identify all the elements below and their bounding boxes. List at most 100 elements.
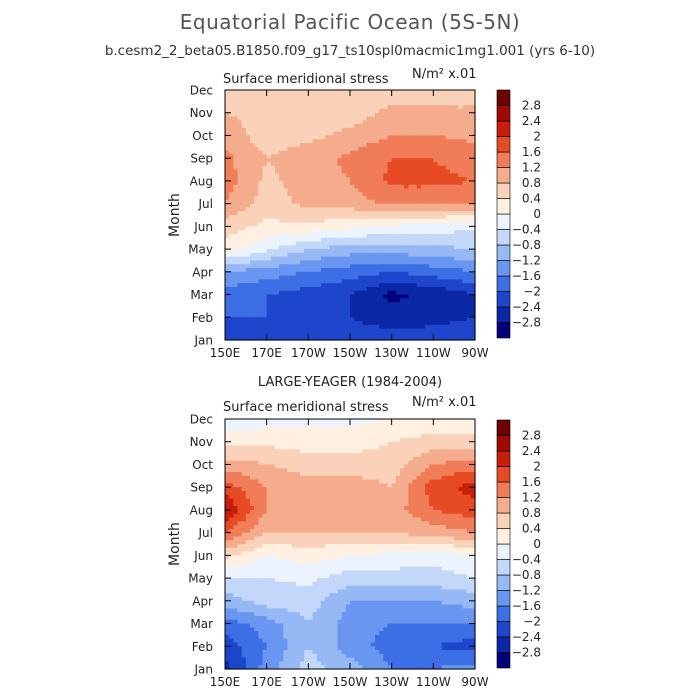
heatmap-cell: [433, 180, 439, 186]
heatmap-cell: [337, 139, 343, 144]
heatmap-cell: [337, 313, 343, 318]
heatmap-cell: [316, 211, 322, 216]
heatmap-cell: [337, 241, 343, 246]
heatmap-cell: [333, 177, 339, 182]
heatmap-cell: [329, 177, 334, 182]
heatmap-cell: [470, 249, 476, 254]
heatmap-cell: [383, 177, 389, 182]
heatmap-cell: [387, 422, 393, 428]
heatmap-cell: [333, 184, 339, 190]
heatmap-cell: [387, 249, 393, 254]
heatmap-cell: [304, 252, 309, 258]
heatmap-cell: [358, 324, 364, 330]
heatmap-cell: [325, 161, 330, 167]
heatmap-cell: [237, 268, 243, 273]
heatmap-cell: [254, 283, 259, 288]
heatmap-cell: [308, 460, 314, 466]
heatmap-cell: [312, 215, 318, 220]
heatmap-cell: [437, 222, 443, 227]
heatmap-cell: [329, 434, 334, 439]
heatmap-cell: [433, 441, 439, 447]
heatmap-cell: [433, 332, 439, 337]
heatmap-cell: [329, 150, 334, 155]
heatmap-cell: [258, 468, 264, 473]
heatmap-cell: [462, 241, 468, 246]
heatmap-cell: [337, 105, 343, 110]
heatmap-cell: [383, 139, 389, 144]
heatmap-cell: [354, 464, 359, 469]
heatmap-cell: [458, 180, 464, 186]
heatmap-cell: [245, 290, 251, 296]
heatmap-cell: [295, 97, 301, 102]
heatmap-cell: [275, 294, 280, 299]
heatmap-cell: [391, 241, 397, 246]
heatmap-cell: [454, 271, 459, 277]
heatmap-cell: [295, 430, 301, 435]
heatmap-cell: [329, 249, 334, 254]
heatmap-cell: [258, 298, 264, 303]
heatmap-cell: [304, 108, 309, 114]
heatmap-cell: [320, 283, 326, 288]
heatmap-cell: [375, 101, 380, 106]
heatmap-cell: [333, 283, 339, 288]
heatmap-cell: [400, 124, 405, 129]
heatmap-cell: [275, 116, 280, 121]
colorbar-label: 2: [533, 130, 541, 144]
heatmap-cell: [441, 97, 447, 102]
heatmap-cell: [400, 264, 405, 269]
heatmap-cell: [458, 146, 464, 152]
heatmap-cell: [433, 268, 439, 273]
heatmap-cell: [233, 426, 239, 431]
heatmap-cell: [358, 252, 364, 258]
heatmap-cell: [350, 93, 355, 99]
heatmap-cell: [416, 90, 422, 95]
heatmap-cell: [416, 294, 422, 299]
heatmap-cell: [320, 192, 326, 197]
heatmap-cell: [262, 226, 268, 231]
heatmap-cell: [320, 188, 326, 193]
heatmap-cell: [470, 184, 476, 190]
heatmap-cell: [445, 464, 451, 469]
heatmap-cell: [404, 279, 409, 284]
heatmap-cell: [387, 116, 393, 121]
heatmap-cell: [304, 286, 309, 292]
heatmap-cell: [350, 196, 355, 201]
heatmap-cell: [441, 430, 447, 435]
heatmap-cell: [395, 317, 401, 322]
heatmap-cell: [458, 321, 464, 326]
heatmap-cell: [466, 245, 472, 250]
y-tick-label: Dec: [190, 84, 213, 98]
heatmap-cell: [337, 328, 343, 334]
heatmap-cell: [379, 158, 384, 163]
heatmap-cell: [429, 203, 434, 209]
heatmap-cell: [420, 215, 426, 220]
heatmap-cell: [250, 271, 255, 277]
heatmap-cell: [300, 313, 305, 318]
heatmap-cell: [316, 120, 322, 125]
heatmap-cell: [400, 165, 405, 171]
heatmap-cell: [237, 131, 243, 137]
heatmap-cell: [258, 196, 264, 201]
heatmap-cell: [412, 161, 418, 167]
heatmap-cell: [266, 218, 272, 224]
heatmap-cell: [275, 165, 280, 171]
heatmap-cell: [329, 127, 334, 133]
heatmap-cell: [258, 139, 264, 144]
heatmap-cell: [245, 154, 251, 159]
heatmap-cell: [329, 116, 334, 121]
heatmap-cell: [429, 264, 434, 269]
heatmap-cell: [379, 150, 384, 155]
heatmap-cell: [245, 127, 251, 133]
heatmap-cell: [354, 441, 359, 447]
heatmap-cell: [320, 290, 326, 296]
heatmap-cell: [462, 203, 468, 209]
heatmap-cell: [262, 180, 268, 186]
heatmap-cell: [258, 294, 264, 299]
heatmap-cell: [458, 245, 464, 250]
heatmap-cell: [250, 139, 255, 144]
heatmap-cell: [287, 426, 293, 431]
heatmap-cell: [320, 475, 326, 481]
heatmap-cell: [304, 215, 309, 220]
heatmap-cell: [233, 203, 239, 209]
